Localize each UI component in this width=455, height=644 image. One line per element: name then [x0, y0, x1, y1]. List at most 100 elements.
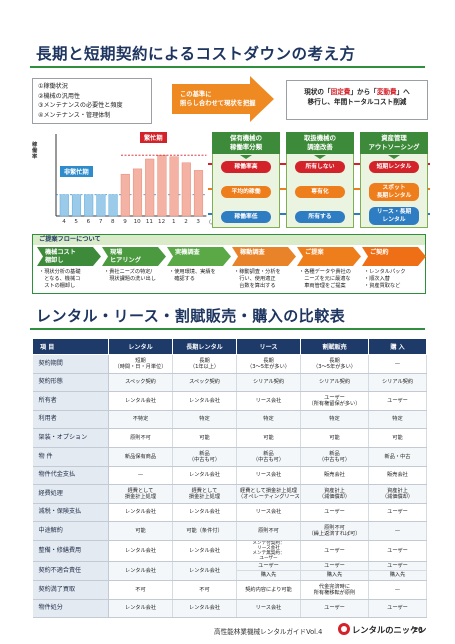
table-subcell: リース会社	[257, 545, 280, 551]
table-cell: 可能（条件付）	[172, 521, 237, 541]
flow-desc-line: となる、機械コ	[39, 276, 81, 282]
table-cell: 代金完済時に 所有権移転が原則	[300, 580, 369, 600]
table-cell: 契約内容により可能	[236, 580, 301, 600]
table-cell: —	[108, 466, 173, 486]
table-cell: 特定	[236, 410, 301, 430]
flow-title: ご提案フローについて	[33, 235, 425, 245]
table-cell: ユーザー	[368, 540, 427, 562]
flow-desc-line: 台数を算出する	[234, 283, 276, 289]
table-cell: スペック契約	[108, 373, 173, 393]
table-cell: 販売会社	[300, 466, 369, 486]
x-tick-label: 9	[123, 219, 127, 225]
table-cell: 販売会社	[368, 466, 427, 486]
x-tick-label: 1	[172, 219, 176, 225]
table-cell: スペック契約	[172, 373, 237, 393]
flow-desc-line: ・順次入替	[364, 276, 390, 282]
row-label: 利用者	[32, 410, 109, 430]
pill-mid: 平均的稼働	[221, 186, 271, 198]
row-label: 架装・オプション	[32, 428, 109, 448]
busy-season-label: 繁忙期	[140, 132, 167, 143]
guide-title: 高性能林業機械レンタルガイドVol.4	[214, 628, 323, 636]
column-header-installment: 割賦販売	[300, 338, 369, 355]
table-cell: 長期 （3～5年が多い）	[236, 354, 301, 374]
table-cell: —	[368, 580, 427, 600]
column-header-rental: レンタル	[108, 338, 173, 355]
table-row: 契約形態 スペック契約 スペック契約 シリアル契約 シリアル契約 シリアル契約	[32, 373, 427, 393]
flow-step: 実機調査	[167, 247, 231, 266]
table-cell: リース会社	[236, 599, 301, 619]
column-header-long-rental: 長期レンタル	[172, 338, 237, 355]
pill-low: 稼働率低	[221, 211, 271, 223]
chart-bar	[145, 158, 155, 217]
arrow-line: この基準に	[180, 91, 212, 98]
table-row: 利用者 不特定 特定 特定 特定 特定	[32, 410, 427, 430]
row-label: 契約期間	[32, 354, 109, 374]
flow-desc-line: ストの棚卸し	[39, 283, 76, 289]
table-header-row: 項 目 レンタル 長期レンタル リース 割賦販売 購 入	[32, 338, 427, 355]
flow-step-label: ヒアリング	[110, 257, 141, 264]
table-cell: レンタル会社	[108, 599, 173, 619]
chart-bar	[157, 154, 167, 217]
table-cell: 原則不可	[108, 428, 173, 448]
x-tick-label: 12	[158, 219, 166, 225]
chart-bar	[71, 194, 82, 217]
right-arrow-icon	[172, 76, 274, 122]
table-row: 経費処理 経費として 損金計上処理 経費として 損金計上処理 経費として損金計上処理 …	[32, 484, 427, 504]
table-cell: 特定	[172, 410, 237, 430]
table-cell: 可能	[236, 428, 301, 448]
table-cell: シリアル契約	[368, 373, 427, 393]
pill-mid: 専有化	[295, 186, 345, 198]
table-cell: レンタル会社	[108, 540, 173, 562]
table-row: 物 件新品保有商品 新品 （中古も可） 新品 （中古も可） 新品 （中古も可） 新品・中…	[32, 447, 427, 467]
flow-step-label: 機械コスト	[45, 249, 76, 256]
x-tick-label: 6	[86, 219, 91, 225]
column-outsourcing: 資産管理 アウトソーシング 短期レンタル スポット 長期レンタル リース・長期 レ…	[360, 132, 428, 228]
table-row: 減税・保険支払 レンタル会社 レンタル会社 リース会社 ユーザー ユーザー	[32, 503, 427, 523]
row-label: 所有者	[32, 391, 109, 411]
chart-bar	[96, 194, 106, 217]
table-cell: 不可	[108, 580, 173, 600]
table-cell: ユーザー 購入先	[236, 561, 301, 581]
flow-desc-line: ・レンタルパック	[364, 269, 406, 275]
flow-step-label: 実機調査	[175, 249, 200, 256]
table-cell: レンタル会社	[172, 503, 237, 523]
row-label: 物件代金支払	[32, 466, 109, 486]
table-cell: レンタル会社	[172, 561, 237, 581]
utilization-bars	[55, 134, 207, 217]
table-cell: 短期 （時間・日・月単位）	[108, 354, 173, 374]
chart-bar	[59, 194, 69, 217]
criteria-item: ④メンテナンス・管理体制	[38, 111, 111, 119]
table-subcell: メンテ無契約：	[252, 550, 285, 556]
column-header: 取扱機械の 調達改善	[286, 132, 354, 154]
pill-low: 所有する	[295, 211, 345, 223]
x-tick-label: 7	[98, 219, 103, 225]
section2-divider	[30, 328, 425, 330]
row-label: 契約不適合責任	[32, 561, 109, 581]
flow-desc-line: 現状課題の洗い出し	[104, 276, 156, 282]
flow-desc-line: 行い、使用適正	[234, 276, 276, 282]
x-tick-label: 2	[184, 219, 188, 225]
goal-line-2: 移行し、年間トータルコスト削減	[307, 98, 407, 106]
flow-step-description: ・貴社ニーズの特定/ 現状課題の洗い出し	[104, 269, 166, 283]
down-arrow-icon	[240, 155, 252, 159]
pill-low: リース・長期 レンタル	[369, 207, 419, 225]
row-label: 物 件	[32, 447, 109, 467]
chart-bar	[132, 168, 143, 217]
flow-desc-line: ・貴社ニーズの特定/	[104, 269, 153, 275]
section1-divider	[30, 66, 425, 68]
table-cell: ユーザー	[368, 391, 427, 411]
table-cell: リース会社	[236, 503, 301, 523]
flow-desc-line: ・使用環境、実績を	[169, 269, 216, 275]
table-cell: 原則不可	[236, 521, 301, 541]
table-cell: —	[368, 354, 427, 374]
table-cell: レンタル会社	[172, 599, 237, 619]
table-cell: 特定	[300, 410, 369, 430]
table-cell: 可能	[108, 521, 173, 541]
column-header: 資産管理 アウトソーシング	[360, 132, 428, 154]
criteria-item: ②機械の汎用性	[38, 92, 81, 100]
table-cell: リース会社	[236, 466, 301, 486]
table-subcell: ユーザー	[237, 562, 300, 571]
variable-cost-text: 変動費	[376, 88, 397, 96]
flow-step: ご契約	[362, 247, 426, 266]
quiet-season-label: 非繁忙期	[60, 166, 93, 177]
